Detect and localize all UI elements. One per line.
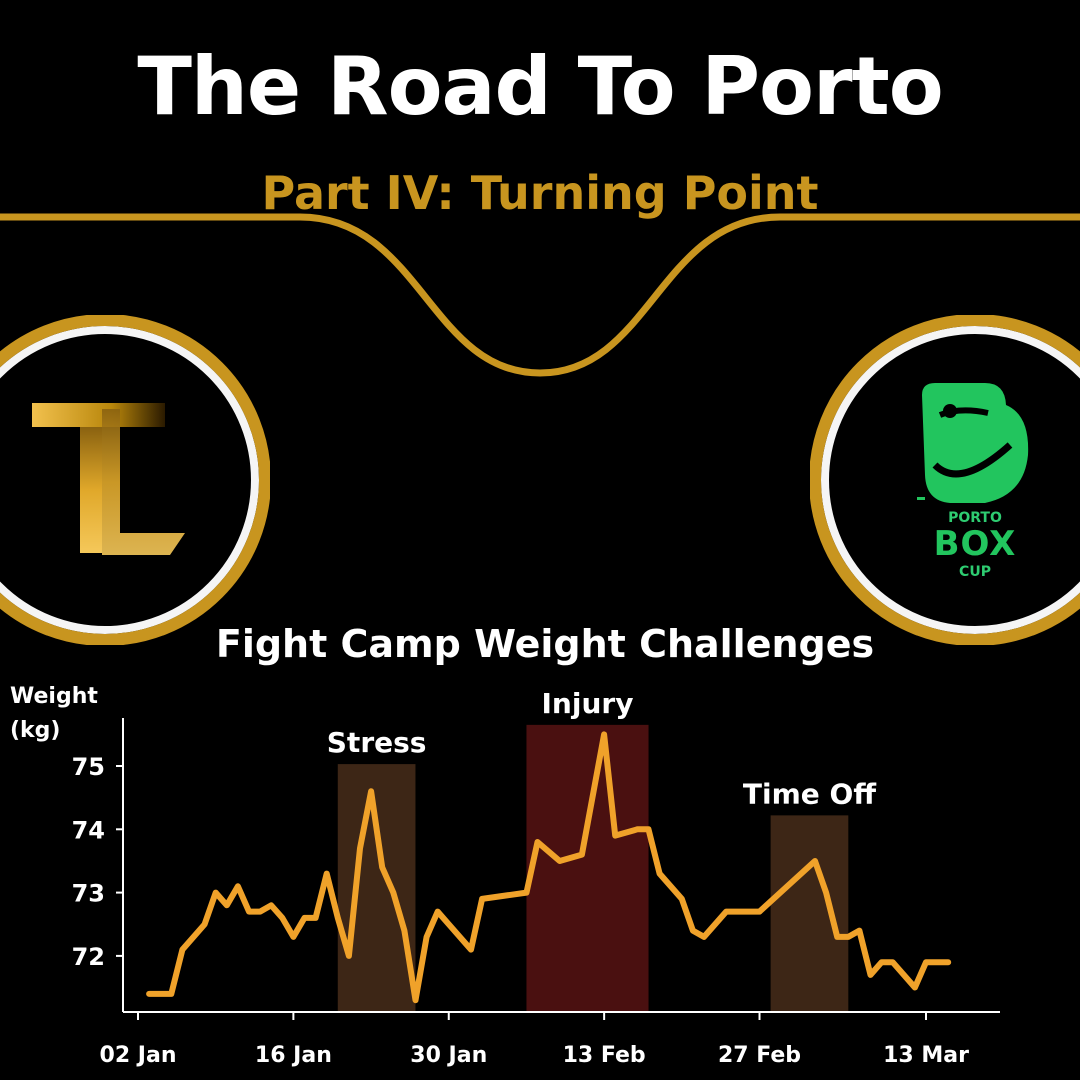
annotation-bands [337,724,849,1012]
page-title: The Road To Porto [137,40,943,133]
logo-text-cup: CUP [959,564,991,580]
y-tick-label-74: 74 [72,816,105,844]
x-tick-label-2: 30 Jan [410,1043,487,1068]
logo-text-box: BOX [933,524,1017,564]
tl-monogram-logo [0,315,270,645]
band-label-stress: Stress [327,726,427,759]
gold-wave-line [0,213,1080,377]
x-tick-label-1: 16 Jan [255,1043,332,1068]
weight-line-chart: 72 73 74 75 02 Jan 16 Jan 30 Jan 13 Feb 27 Feb 13… [72,687,1000,1068]
weight-series [146,731,952,1004]
boxing-glove-logo [810,315,1080,645]
band-label-injury: Injury [542,687,634,720]
page-subtitle: Part IV: Turning Point [261,166,819,220]
y-axis-label-line-1: Weight [10,684,98,709]
y-tick-label-73: 73 [72,880,105,908]
decorative-ornament [0,213,1080,377]
logo-text-porto: PORTO [948,510,1002,526]
y-tick-label-75: 75 [72,753,105,781]
x-tick-label-0: 02 Jan [100,1043,177,1068]
band-injury [526,724,649,1012]
x-tick-label-5: 13 Mar [883,1043,969,1068]
x-tick-label-3: 13 Feb [563,1043,646,1068]
band-labels: Stress Injury Time Off [327,687,877,811]
chart-axes: 72 73 74 75 02 Jan 16 Jan 30 Jan 13 Feb 27 Feb 13… [72,718,1000,1068]
x-tick-label-4: 27 Feb [718,1043,801,1068]
band-time-off [770,815,849,1012]
y-tick-label-72: 72 [72,943,105,971]
chart-title: Fight Camp Weight Challenges [215,622,875,666]
weight-line-series-0 [146,731,952,1004]
y-axis-label-line-2: (kg) [10,718,61,743]
band-stress [337,764,416,1012]
band-label-time-off: Time Off [743,777,876,810]
